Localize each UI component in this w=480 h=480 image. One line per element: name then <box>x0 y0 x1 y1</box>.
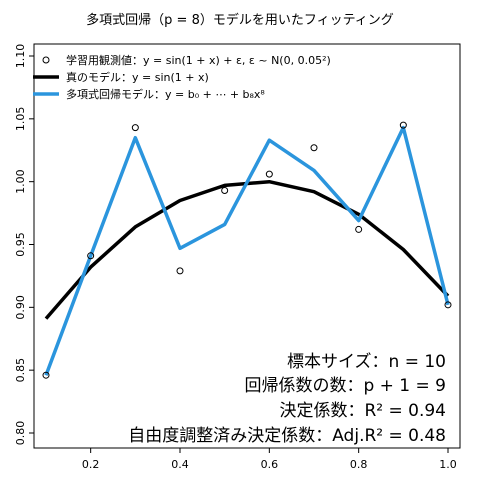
legend-marker-observations <box>42 56 50 64</box>
observation-point <box>131 124 139 132</box>
plot-frame-group <box>33 43 461 449</box>
x-tick-label: 0.8 <box>350 458 368 471</box>
y-tick-label: 0.90 <box>14 295 27 320</box>
observation-point <box>176 267 184 275</box>
y-tick-label: 1.00 <box>14 169 27 194</box>
observation-point <box>87 252 95 260</box>
observation-point <box>42 371 50 379</box>
y-tick-label: 1.10 <box>14 44 27 69</box>
x-tick-label: 1.0 <box>439 458 457 471</box>
true-model-line <box>44 179 450 320</box>
observation-point <box>355 225 363 233</box>
observation-points <box>42 121 452 379</box>
legend-label-poly-model: 多項式回帰モデル：y = b₀ + ⋯ + b₈x⁸ <box>66 87 265 101</box>
chart-title: 多項式回帰（p = 8）モデルを用いたフィッティング <box>86 12 394 28</box>
legend: 学習用観測値：y = sin(1 + x) + ε, ε ~ N(0, 0.05… <box>33 53 331 101</box>
observation-point <box>265 170 273 178</box>
stat-sample-size: 標本サイズ：n = 10 <box>287 352 446 372</box>
x-tick-label: 0.4 <box>171 458 189 471</box>
stat-adj-r-squared: 自由度調整済み決定係数：Adj.R² = 0.48 <box>128 426 446 446</box>
stats-annotations: 標本サイズ：n = 10 回帰係数の数：p + 1 = 9 決定係数：R² = … <box>128 352 446 446</box>
stat-r-squared: 決定係数：R² = 0.94 <box>279 401 446 421</box>
poly-model-line <box>44 125 450 376</box>
observation-point <box>444 301 452 309</box>
observation-point <box>310 144 318 152</box>
x-tick-label: 0.2 <box>82 458 100 471</box>
y-tick-label: 0.80 <box>14 421 27 446</box>
observation-point <box>221 186 229 194</box>
observation-point <box>399 121 407 129</box>
y-tick-label: 1.05 <box>14 107 27 132</box>
legend-label-observations: 学習用観測値：y = sin(1 + x) + ε, ε ~ N(0, 0.05… <box>66 53 331 67</box>
y-tick-label: 0.85 <box>14 358 27 383</box>
plot-frame <box>33 43 461 449</box>
stat-num-coefficients: 回帰係数の数：p + 1 = 9 <box>244 376 446 396</box>
y-tick-label: 0.95 <box>14 232 27 257</box>
y-axis: 0.80 0.85 0.90 0.95 1.00 1.05 1.10 <box>14 44 34 446</box>
x-tick-label: 0.6 <box>261 458 279 471</box>
legend-label-true-model: 真のモデル：y = sin(1 + x) <box>66 70 209 84</box>
x-axis: 0.2 0.4 0.6 0.8 1.0 <box>82 448 457 471</box>
